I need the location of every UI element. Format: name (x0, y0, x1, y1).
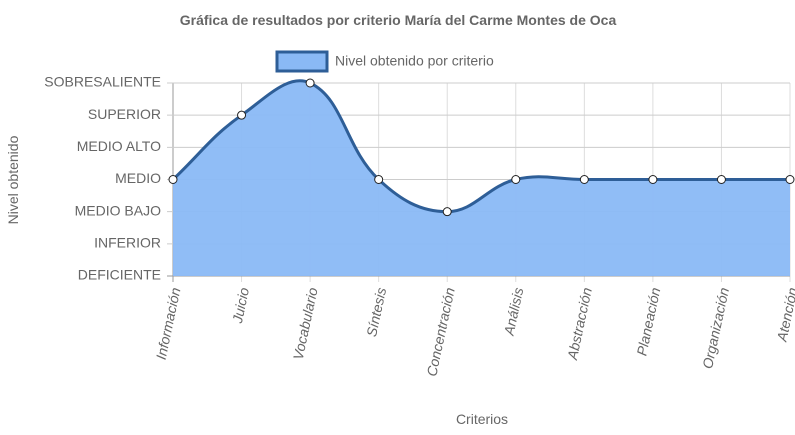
x-tick-label: Información (153, 286, 184, 361)
x-tick-label: Síntesis (363, 286, 389, 338)
y-axis-label: Nivel obtenido (5, 135, 21, 224)
point (511, 175, 521, 184)
chart-title: Gráfica de resultados por criterio María… (180, 12, 617, 28)
point (168, 175, 178, 184)
y-tick-label: MEDIO ALTO (77, 138, 161, 154)
y-tick-label: MEDIO BAJO (75, 202, 161, 218)
x-tick-label: Concentración (423, 286, 457, 378)
x-tick-label: Abstracción (564, 286, 595, 362)
x-tick-label: Planeación (633, 286, 663, 357)
x-tick-label: Juicio (229, 286, 252, 326)
legend-swatch (275, 50, 329, 73)
point (716, 175, 726, 184)
point (305, 78, 315, 88)
y-tick-label: MEDIO (115, 170, 161, 186)
x-tick-label: Atención (773, 286, 795, 344)
x-tick-label: Análisis (500, 286, 526, 338)
point (785, 175, 795, 184)
x-tick-label: Vocabulario (290, 286, 321, 361)
point (237, 110, 247, 120)
x-axis-label: Criterios (456, 411, 508, 427)
y-tick-label: SOBRESALIENTE (44, 74, 161, 90)
y-tick-label: DEFICIENTE (78, 267, 161, 283)
point (648, 175, 658, 184)
legend-label: Nivel obtenido por criterio (335, 53, 494, 69)
point (442, 207, 452, 217)
line (171, 79, 790, 214)
x-tick-label: Organización (699, 286, 732, 370)
area (173, 80, 790, 276)
point (374, 175, 384, 184)
point (579, 175, 589, 184)
y-tick-label: INFERIOR (94, 235, 161, 251)
y-tick-label: SUPERIOR (88, 106, 161, 122)
